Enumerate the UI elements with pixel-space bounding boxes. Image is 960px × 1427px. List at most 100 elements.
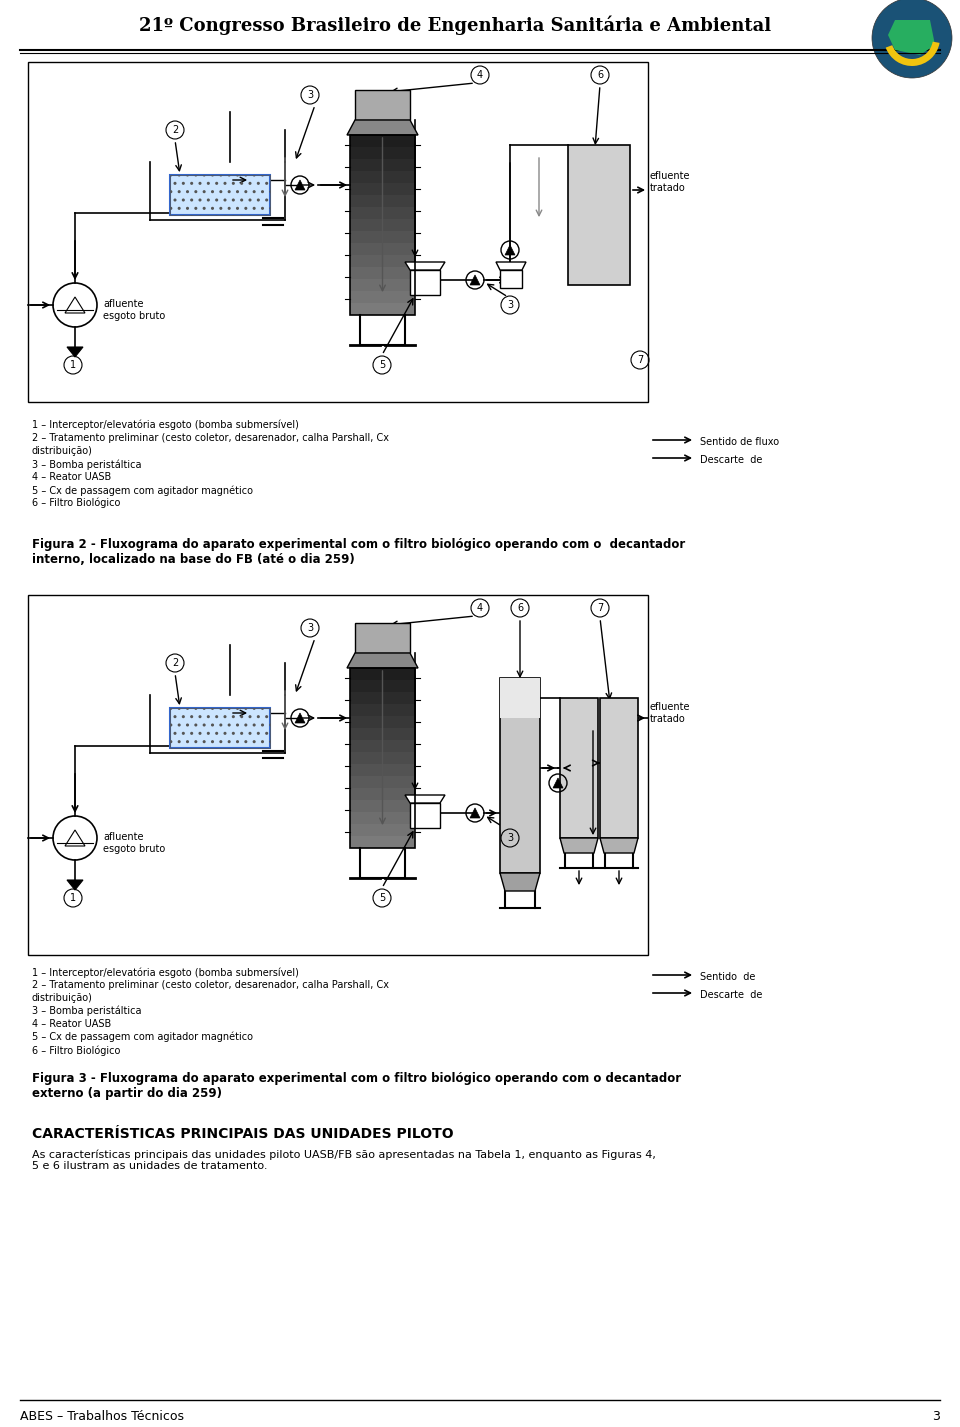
Polygon shape: [600, 838, 638, 853]
Bar: [350, 207, 415, 218]
Bar: [568, 146, 630, 285]
Bar: [350, 183, 415, 195]
Text: 21º Congresso Brasileiro de Engenharia Sanitária e Ambiental: 21º Congresso Brasileiro de Engenharia S…: [139, 16, 771, 34]
Text: efluente
tratado: efluente tratado: [650, 171, 690, 193]
Text: 7: 7: [636, 355, 643, 365]
Text: efluente
tratado: efluente tratado: [650, 702, 690, 723]
Bar: [350, 752, 415, 763]
Text: 1: 1: [70, 893, 76, 903]
Bar: [350, 668, 415, 848]
Polygon shape: [295, 714, 305, 723]
Polygon shape: [405, 795, 445, 803]
Text: Sentido  de: Sentido de: [700, 972, 756, 982]
Text: 3: 3: [932, 1410, 940, 1423]
Bar: [410, 270, 440, 295]
Text: afluente
esgoto bruto: afluente esgoto bruto: [103, 832, 165, 853]
Text: 3: 3: [507, 833, 513, 843]
Polygon shape: [470, 808, 480, 818]
Text: Descarte  de: Descarte de: [700, 990, 762, 1000]
Text: Figura 2 - Fluxograma do aparato experimental com o filtro biológico operando co: Figura 2 - Fluxograma do aparato experim…: [32, 538, 685, 567]
Polygon shape: [496, 263, 526, 270]
Text: ABES – Trabalhos Técnicos: ABES – Trabalhos Técnicos: [20, 1410, 184, 1423]
Polygon shape: [553, 778, 563, 788]
Polygon shape: [347, 120, 418, 136]
Bar: [350, 291, 415, 303]
Bar: [28, 595, 648, 955]
Text: 1: 1: [70, 360, 76, 370]
Text: CARACTERÍSTICAS PRINCIPAIS DAS UNIDADES PILOTO: CARACTERÍSTICAS PRINCIPAIS DAS UNIDADES …: [32, 1127, 454, 1142]
Text: 2 – Tratamento preliminar (cesto coletor, desarenador, calha Parshall, Cx: 2 – Tratamento preliminar (cesto coletor…: [32, 432, 389, 442]
Text: 3: 3: [507, 300, 513, 310]
Text: 2: 2: [172, 658, 179, 668]
Bar: [355, 624, 410, 654]
Text: Sentido de fluxo: Sentido de fluxo: [700, 437, 780, 447]
Text: 6 – Filtro Biológico: 6 – Filtro Biológico: [32, 1045, 120, 1056]
Text: 4: 4: [477, 70, 483, 80]
Bar: [350, 231, 415, 243]
Bar: [350, 812, 415, 823]
Text: 6: 6: [516, 604, 523, 614]
Bar: [350, 218, 415, 231]
Bar: [500, 270, 522, 288]
Bar: [350, 801, 415, 812]
Bar: [350, 171, 415, 183]
Text: 4 – Reator UASB: 4 – Reator UASB: [32, 472, 111, 482]
Polygon shape: [500, 873, 540, 890]
Bar: [350, 267, 415, 280]
Wedge shape: [886, 41, 940, 66]
Text: 4: 4: [477, 604, 483, 614]
Text: 6: 6: [597, 70, 603, 80]
Text: 7: 7: [597, 604, 603, 614]
Bar: [170, 176, 270, 215]
Bar: [350, 303, 415, 315]
Bar: [560, 698, 598, 838]
Bar: [28, 61, 648, 402]
Text: distribuição): distribuição): [32, 447, 93, 457]
Bar: [350, 788, 415, 801]
Polygon shape: [560, 838, 598, 853]
Text: 5: 5: [379, 360, 385, 370]
Text: 1 – Interceptor/elevatória esgoto (bomba submersível): 1 – Interceptor/elevatória esgoto (bomba…: [32, 968, 299, 977]
Circle shape: [872, 0, 952, 78]
Bar: [350, 823, 415, 836]
Bar: [350, 136, 415, 147]
Polygon shape: [405, 263, 445, 270]
Text: 5: 5: [379, 893, 385, 903]
Polygon shape: [888, 20, 935, 56]
Bar: [500, 678, 540, 718]
Bar: [350, 763, 415, 776]
Text: Figura 3 - Fluxograma do aparato experimental com o filtro biológico operando co: Figura 3 - Fluxograma do aparato experim…: [32, 1072, 682, 1100]
Text: 3: 3: [307, 624, 313, 634]
Bar: [170, 176, 270, 215]
Bar: [355, 90, 410, 120]
Text: 5 – Cx de passagem com agitador magnético: 5 – Cx de passagem com agitador magnétic…: [32, 485, 253, 495]
Bar: [350, 255, 415, 267]
Bar: [350, 692, 415, 704]
Text: 2: 2: [172, 126, 179, 136]
Bar: [500, 678, 540, 873]
Bar: [350, 158, 415, 171]
Bar: [350, 195, 415, 207]
Text: 1 – Interceptor/elevatória esgoto (bomba submersível): 1 – Interceptor/elevatória esgoto (bomba…: [32, 420, 299, 431]
Bar: [350, 681, 415, 692]
Bar: [350, 704, 415, 716]
Text: 4 – Reator UASB: 4 – Reator UASB: [32, 1019, 111, 1029]
Bar: [350, 776, 415, 788]
Polygon shape: [470, 275, 480, 285]
Bar: [350, 836, 415, 848]
Text: afluente
esgoto bruto: afluente esgoto bruto: [103, 300, 165, 321]
Bar: [350, 668, 415, 681]
Bar: [350, 280, 415, 291]
Text: As características principais das unidades piloto UASB/FB são apresentadas na Ta: As características principais das unidad…: [32, 1149, 656, 1172]
Text: 3 – Bomba peristáltica: 3 – Bomba peristáltica: [32, 1006, 141, 1016]
Text: 6 – Filtro Biológico: 6 – Filtro Biológico: [32, 498, 120, 508]
Polygon shape: [505, 245, 515, 255]
Text: 2 – Tratamento preliminar (cesto coletor, desarenador, calha Parshall, Cx: 2 – Tratamento preliminar (cesto coletor…: [32, 980, 389, 990]
Bar: [350, 243, 415, 255]
Bar: [350, 728, 415, 741]
Bar: [350, 716, 415, 728]
Text: 3: 3: [307, 90, 313, 100]
Bar: [350, 147, 415, 158]
Text: 3 – Bomba peristáltica: 3 – Bomba peristáltica: [32, 459, 141, 469]
Bar: [350, 136, 415, 315]
